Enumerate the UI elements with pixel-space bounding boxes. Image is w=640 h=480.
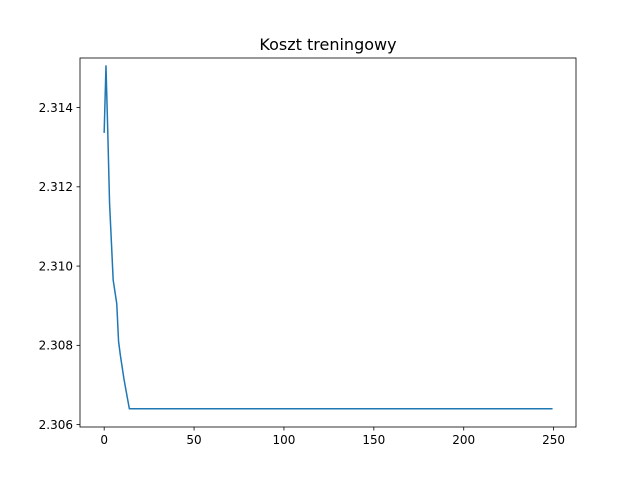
x-tick-label: 200	[452, 433, 475, 447]
y-tick-label: 2.308	[39, 339, 73, 353]
x-tick-label: 150	[362, 433, 385, 447]
y-tick-label: 2.306	[39, 418, 73, 432]
x-tick-label: 0	[100, 433, 108, 447]
plot-layer	[103, 65, 553, 410]
series-line-0	[103, 65, 553, 410]
x-tick-label: 100	[273, 433, 296, 447]
plot-frame	[79, 57, 577, 428]
x-tick-label: 50	[186, 433, 201, 447]
y-tick-label: 2.314	[39, 101, 73, 115]
chart-title: Koszt treningowy	[259, 35, 396, 54]
axes-layer: 0 50 100 150 200 250 2.306 2.308 2.310 2.312 2.314	[39, 57, 577, 447]
y-tick-label: 2.312	[39, 180, 73, 194]
x-tick-label: 250	[542, 433, 565, 447]
y-tick-label: 2.310	[39, 259, 73, 273]
